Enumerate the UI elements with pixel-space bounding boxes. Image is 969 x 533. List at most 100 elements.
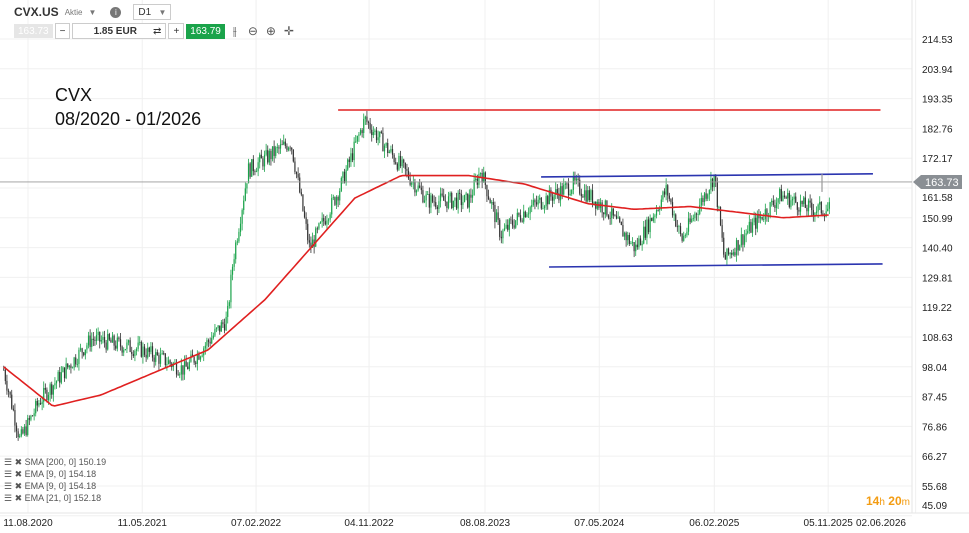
candle-body [395, 162, 397, 164]
candle-body [119, 339, 122, 347]
candle-body [788, 192, 790, 208]
candle-body [606, 200, 608, 216]
candle-body [265, 150, 267, 155]
candle-body [380, 131, 382, 133]
candle-body [387, 142, 389, 153]
symbol-dropdown-icon[interactable]: ▼ [88, 7, 97, 17]
symbol-name[interactable]: CVX.US [14, 5, 59, 19]
zoom-out-icon[interactable]: ⊖ [247, 24, 258, 38]
candle-body [156, 352, 158, 356]
indicator-legend-ema21[interactable]: ☰ ✖ EMA [21, 0] 152.18 [4, 493, 102, 503]
candle-body [292, 149, 294, 162]
candle-body [283, 141, 285, 145]
candle-body [809, 200, 811, 203]
candle-body [228, 302, 230, 306]
zoom-in-icon[interactable]: ⊕ [265, 24, 276, 38]
buy-price-button[interactable]: 163.79 [186, 23, 225, 39]
candle-body [644, 226, 646, 238]
candle-body [508, 219, 510, 230]
candle-body [343, 171, 346, 183]
candle-body [47, 394, 50, 401]
candle-body [71, 367, 74, 369]
indicator-legend-sma200[interactable]: ☰ ✖ SMA [200, 0] 150.19 [4, 457, 107, 467]
candle-body [559, 186, 562, 201]
candle-body [169, 360, 171, 364]
indicator-legend-ema9b[interactable]: ☰ ✖ EMA [9, 0] 154.18 [4, 481, 97, 491]
increase-volume-button[interactable]: + [168, 23, 185, 39]
candle-body [342, 171, 344, 178]
candle-body [350, 153, 352, 162]
crosshair-icon[interactable]: ✛ [283, 24, 294, 38]
timeframe-select[interactable]: D1 ▼ [133, 4, 172, 20]
candle-body [655, 210, 658, 216]
candle-body [201, 355, 203, 357]
candle-body [308, 240, 310, 243]
candle-body [822, 213, 824, 215]
swap-icon[interactable]: ⇄ [153, 25, 162, 37]
candle-body [75, 357, 77, 365]
candle-body [14, 410, 16, 426]
candle-body [571, 189, 573, 194]
candle-body [526, 214, 528, 218]
indicator-legend-ema9[interactable]: ☰ ✖ EMA [9, 0] 154.18 [4, 469, 97, 479]
candle-body [678, 226, 680, 227]
candle-body [110, 339, 112, 343]
candle-body [601, 202, 603, 213]
candle-body [505, 224, 507, 229]
x-tick-label: 11.08.2020 [3, 518, 53, 529]
candle-body [236, 241, 238, 243]
candle-body [419, 185, 421, 188]
candle-body [467, 193, 469, 208]
candle-body [52, 385, 54, 395]
candle-body [518, 212, 520, 216]
candle-body [468, 194, 470, 208]
volume-value: 1.85 EUR [93, 25, 137, 37]
candle-body [86, 345, 88, 350]
timer-h: h [879, 497, 885, 508]
candle-body [95, 334, 98, 341]
candle-body [358, 134, 360, 136]
candle-body [15, 425, 18, 432]
candle-body [329, 214, 331, 220]
decrease-volume-button[interactable]: − [54, 23, 71, 39]
candle-body [126, 342, 128, 350]
candle-body [814, 212, 816, 216]
candle-body [430, 195, 432, 208]
volume-input[interactable]: 1.85 EUR ⇄ [72, 23, 167, 39]
candle-body [271, 146, 274, 160]
candle-body [222, 322, 224, 325]
indicators-icon[interactable]: ⫲ [232, 23, 237, 38]
sell-price-button[interactable]: 163.73 [14, 24, 53, 38]
candle-body [326, 220, 328, 225]
candle-body [588, 190, 590, 200]
candle-body [537, 199, 539, 205]
candle-body [620, 221, 622, 225]
candle-body [671, 202, 674, 216]
info-icon[interactable]: i [110, 6, 122, 18]
candle-body [539, 197, 541, 200]
candle-body [815, 211, 818, 213]
candle-body [214, 328, 216, 336]
candle-body [270, 150, 272, 160]
candle-body [479, 172, 482, 174]
candle-body [433, 201, 435, 203]
candle-body [303, 210, 306, 218]
candle-body [486, 185, 488, 197]
candle-body [79, 348, 82, 350]
candle-body [612, 208, 614, 216]
candle-body [660, 199, 662, 210]
candle-body [607, 215, 610, 219]
candle-body [647, 219, 650, 233]
candle-body [107, 334, 109, 350]
candle-body [55, 381, 58, 384]
candle-body [239, 223, 242, 232]
candle-body [510, 219, 512, 221]
candle-body [355, 141, 357, 143]
candle-body [185, 361, 187, 367]
candle-body [804, 197, 806, 208]
timer-hours: 14 [866, 494, 880, 508]
candle-body [623, 232, 626, 237]
candle-body [279, 144, 282, 149]
candle-body [740, 234, 742, 246]
